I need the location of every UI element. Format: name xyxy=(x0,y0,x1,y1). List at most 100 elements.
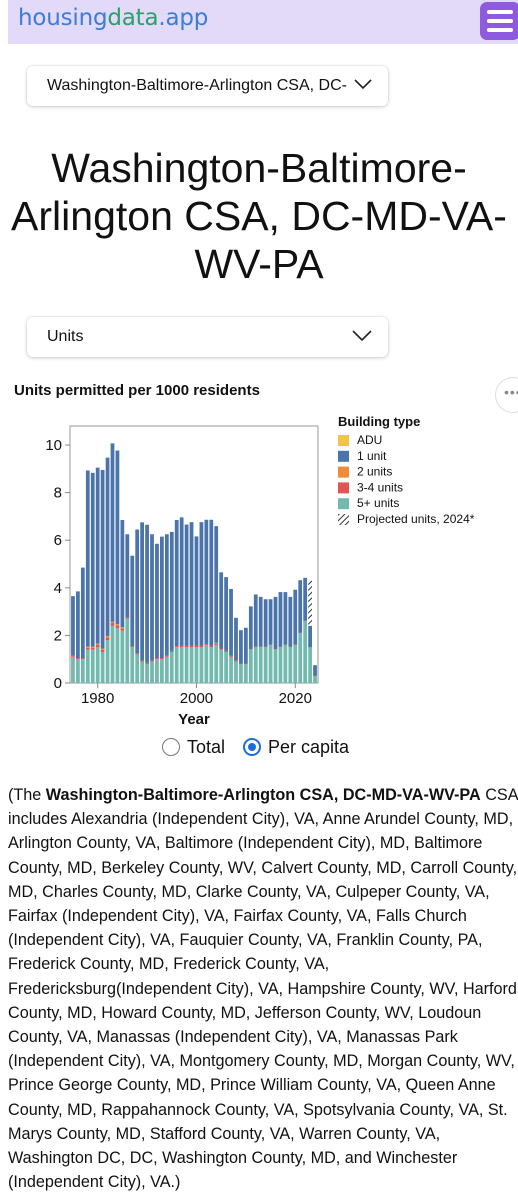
metric-select[interactable]: Units xyxy=(27,317,388,357)
bar-segment xyxy=(224,577,228,651)
bar-segment xyxy=(155,659,159,683)
description-body: CSA includes Alexandria (Independent Cit… xyxy=(8,786,518,1192)
bar-segment xyxy=(90,472,95,647)
bar-segment xyxy=(150,534,154,661)
x-tick-label: 2020 xyxy=(279,690,312,707)
hamburger-line xyxy=(487,19,513,23)
bar-segment xyxy=(239,663,243,683)
bar-segment xyxy=(189,645,194,648)
bar-segment xyxy=(204,644,209,683)
bar-segment xyxy=(135,653,140,655)
bar-segment xyxy=(239,630,243,664)
bar-segment xyxy=(293,644,298,683)
radio-per-capita-circle[interactable] xyxy=(243,738,261,756)
legend-label: 3-4 units xyxy=(357,480,403,494)
hamburger-line xyxy=(487,10,513,14)
bar-segment xyxy=(288,596,293,647)
bar-segment xyxy=(199,647,204,683)
bar-segment xyxy=(283,592,288,645)
bar-segment xyxy=(273,649,278,683)
bar-segment xyxy=(229,589,233,656)
bar-segment xyxy=(194,536,199,646)
description-open: (The xyxy=(8,786,46,804)
bar-segment xyxy=(80,658,85,660)
bar-segment xyxy=(263,599,268,647)
radio-per-capita-label: Per capita xyxy=(268,737,350,757)
legend-label: 1 unit xyxy=(357,449,387,463)
bar-segment xyxy=(155,658,159,660)
bar-segment xyxy=(184,645,189,648)
bar-segment xyxy=(95,647,100,683)
bar-segment xyxy=(110,621,115,624)
hamburger-line xyxy=(487,28,513,32)
bar-segment xyxy=(110,625,115,683)
bar-segment xyxy=(125,617,130,619)
bar-segment xyxy=(150,661,154,683)
bar-segment xyxy=(164,656,169,683)
bar-segment xyxy=(229,656,233,683)
bar-segment xyxy=(95,643,100,645)
bar-segment xyxy=(189,522,194,646)
bar-segment xyxy=(160,659,164,683)
bar-segment xyxy=(85,646,90,648)
legend-title: Building type xyxy=(338,414,420,429)
more-options-button[interactable]: ••• xyxy=(496,378,518,412)
x-axis-label: Year xyxy=(178,711,210,728)
bar-segment xyxy=(76,591,80,659)
bar-segment xyxy=(184,647,189,683)
bar-segment xyxy=(179,647,184,683)
page-title: Washington-Baltimore-Arlington CSA, DC-M… xyxy=(11,145,507,287)
bar-segment xyxy=(268,599,273,645)
bar-segment xyxy=(179,517,184,646)
logo[interactable]: housingdata.app xyxy=(18,5,208,31)
logo-part-data: data xyxy=(107,5,159,31)
bar-segment xyxy=(278,592,283,647)
bar-segment xyxy=(288,647,293,683)
bar-segment xyxy=(189,647,194,683)
bar-segment xyxy=(283,644,288,683)
bar-segment xyxy=(100,652,105,683)
bar-segment xyxy=(303,577,308,621)
legend-swatch xyxy=(338,435,349,446)
more-icon: ••• xyxy=(504,384,518,400)
chart-title: Units permitted per 1000 residents xyxy=(14,382,260,399)
y-tick-label: 4 xyxy=(54,580,62,597)
legend-swatch xyxy=(338,482,349,494)
bar-segment xyxy=(298,633,303,683)
bar-segment xyxy=(209,647,214,683)
bar-segment xyxy=(169,652,174,683)
hamburger-menu-button[interactable] xyxy=(480,2,518,40)
logo-part-app: .app xyxy=(158,5,209,31)
bar-segment xyxy=(145,524,149,663)
y-tick-label: 10 xyxy=(45,437,62,454)
bar-chart: 0 2 4 6 8 10 1980 2000 2020 Year Building type ADU… xyxy=(45,414,475,728)
bar-segment xyxy=(85,647,90,650)
radio-total-label: Total xyxy=(187,737,226,757)
bar-segment xyxy=(71,656,75,683)
y-tick-label: 0 xyxy=(54,675,62,692)
bar-segment xyxy=(229,655,233,657)
radio-total-circle[interactable] xyxy=(162,738,180,756)
bar-segment xyxy=(120,628,125,631)
bar-segment xyxy=(145,662,149,664)
metric-select-value: Units xyxy=(47,328,84,345)
bar-segment xyxy=(71,655,75,657)
bar-segment xyxy=(313,675,317,683)
bar-segment xyxy=(224,652,228,683)
bar-segment xyxy=(243,663,248,683)
bar-segment xyxy=(100,649,105,653)
bar-segment xyxy=(293,589,298,645)
bar-segment xyxy=(214,644,219,683)
bar-segment xyxy=(120,630,125,683)
bar-segment xyxy=(135,654,140,683)
bar-segment xyxy=(308,647,312,683)
bar-segment xyxy=(95,467,100,644)
bar-segment xyxy=(140,522,145,661)
bar-segment xyxy=(145,663,149,683)
legend-label: 5+ units xyxy=(357,496,399,510)
bar-segment xyxy=(234,660,238,662)
region-select[interactable]: Washington-Baltimore-Arlington CSA, DC-M… xyxy=(27,66,388,106)
bar-segment xyxy=(130,555,135,647)
legend-label: Projected units, 2024* xyxy=(357,512,475,526)
bar-segment xyxy=(85,470,90,647)
